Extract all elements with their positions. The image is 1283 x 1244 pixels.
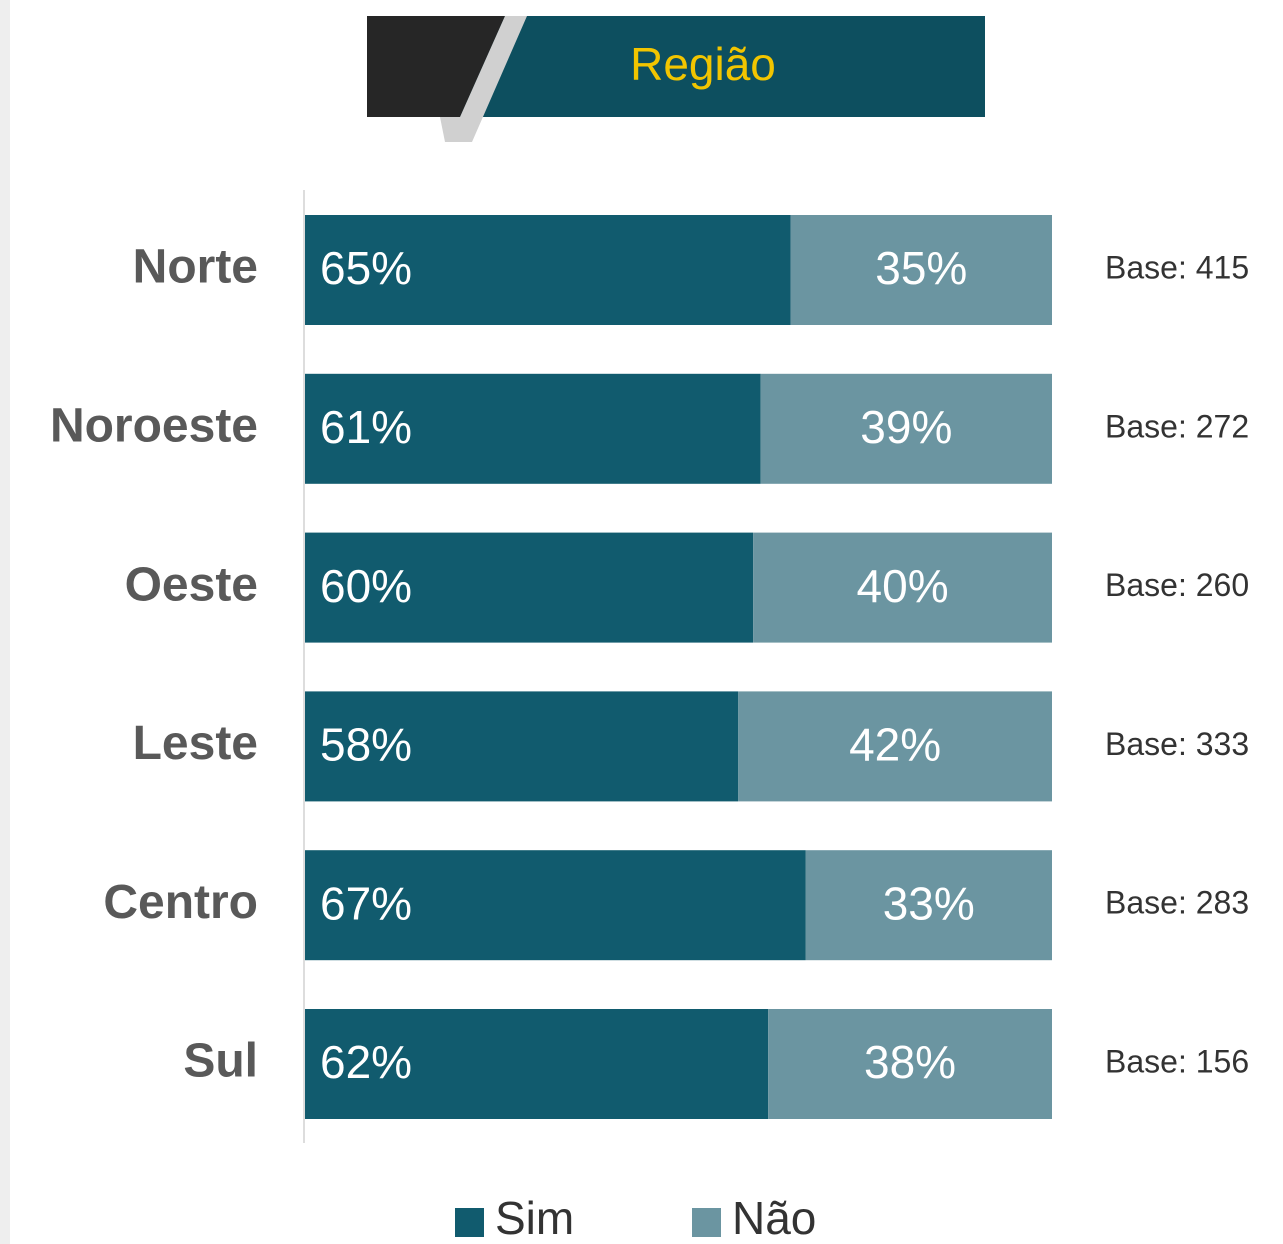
value-label: 58% bbox=[320, 719, 412, 771]
value-label: 61% bbox=[320, 401, 412, 453]
category-label: Sul bbox=[183, 1035, 258, 1088]
category-label: Leste bbox=[133, 717, 258, 770]
base-label: Base: 260 bbox=[1105, 567, 1249, 603]
bar-segment bbox=[305, 1009, 769, 1119]
bar-segment bbox=[805, 850, 1052, 961]
base-label: Base: 283 bbox=[1105, 885, 1249, 921]
value-label: 60% bbox=[320, 560, 412, 612]
legend-label: Não bbox=[732, 1192, 816, 1244]
value-label: 40% bbox=[857, 560, 949, 612]
value-label: 35% bbox=[875, 242, 967, 294]
base-label: Base: 415 bbox=[1105, 249, 1249, 285]
bar-segment bbox=[753, 532, 1052, 643]
bar-segment bbox=[305, 532, 754, 643]
bar-segment bbox=[760, 373, 1052, 484]
legend-swatch bbox=[692, 1208, 721, 1237]
value-label: 42% bbox=[849, 719, 941, 771]
bar-segment bbox=[305, 373, 761, 484]
bar-segment bbox=[738, 691, 1052, 802]
value-label: 62% bbox=[320, 1036, 412, 1088]
category-label: Noroeste bbox=[50, 399, 258, 452]
base-label: Base: 272 bbox=[1105, 408, 1249, 444]
category-label: Norte bbox=[133, 241, 258, 294]
bar-segment bbox=[768, 1009, 1052, 1119]
bar-segment bbox=[305, 215, 791, 325]
base-label: Base: 333 bbox=[1105, 726, 1249, 762]
legend-label: Sim bbox=[495, 1192, 574, 1244]
title-banner-dark bbox=[367, 16, 505, 117]
category-label: Centro bbox=[103, 876, 258, 929]
category-label: Oeste bbox=[125, 558, 258, 611]
legend-swatch bbox=[455, 1208, 484, 1237]
value-label: 67% bbox=[320, 877, 412, 929]
base-label: Base: 156 bbox=[1105, 1043, 1249, 1079]
bar-segment bbox=[305, 691, 739, 802]
value-label: 38% bbox=[864, 1036, 956, 1088]
left-border bbox=[0, 0, 10, 1244]
value-label: 39% bbox=[860, 401, 952, 453]
bar-segment bbox=[305, 850, 806, 961]
value-label: 33% bbox=[883, 877, 975, 929]
value-label: 65% bbox=[320, 242, 412, 294]
bar-segment bbox=[790, 215, 1052, 325]
title-stripe bbox=[440, 16, 527, 142]
chart-title: Região bbox=[630, 38, 776, 90]
